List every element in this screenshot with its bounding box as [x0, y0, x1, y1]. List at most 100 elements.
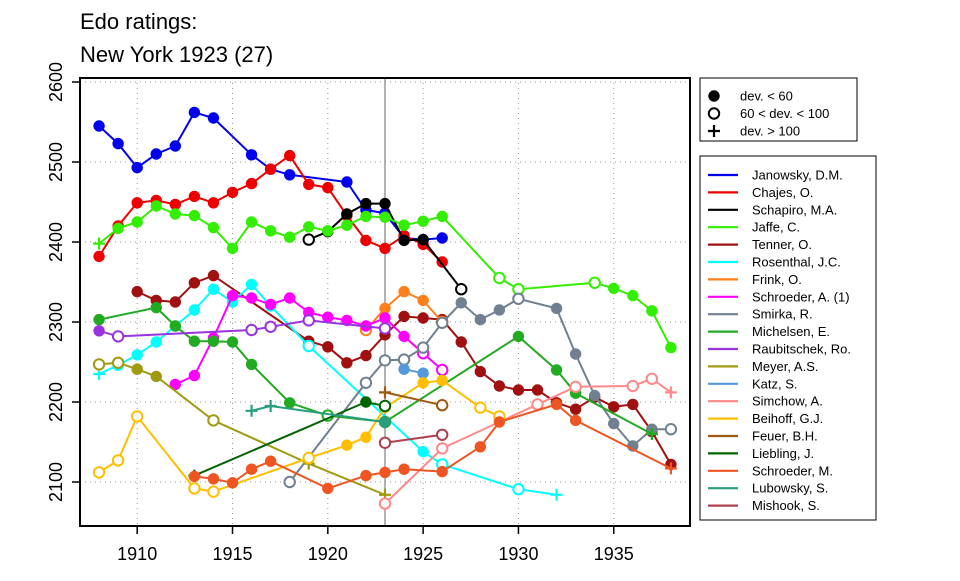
data-point-schroeder-m-1920	[322, 482, 334, 495]
data-point-rosenthal-j-c-1913	[188, 304, 201, 316]
data-point-schroeder-m-1914	[207, 473, 220, 485]
data-point-jaffe-c-1919	[303, 221, 315, 233]
data-point-michelsen-e-1913	[188, 335, 201, 347]
data-point-schroeder-m-1929	[493, 416, 506, 428]
data-point-schroeder-m-1916	[245, 463, 258, 475]
data-point-michelsen-e-1908	[93, 313, 105, 326]
data-point-schapiro-m-a-1922	[360, 197, 372, 210]
y-tick-label-2400: 2400	[46, 222, 66, 262]
data-point-beihoff-g-j-1908	[92, 466, 106, 479]
x-tick-label-1935: 1935	[594, 544, 634, 564]
legend-label-liebling-j: Liebling, J.	[752, 446, 814, 461]
data-point-jaffe-c-1912	[169, 208, 182, 220]
data-point-jaffe-c-1934	[588, 276, 601, 289]
data-point-chajes-o-1910	[131, 197, 143, 209]
series-line-feuer-b-h	[384, 391, 443, 407]
data-point-michelsen-e-1918	[283, 397, 296, 409]
data-point-schroeder-a-1-1920	[322, 311, 334, 323]
data-point-jaffe-c-1915	[226, 242, 239, 255]
series-feuer-b-h	[379, 386, 449, 412]
data-point-jaffe-c-1935	[608, 282, 620, 295]
data-point-smirka-r-1932	[550, 302, 563, 315]
data-point-janowsky-d-m-1914	[207, 112, 220, 124]
data-point-janowsky-d-m-1908	[93, 120, 105, 132]
data-point-beihoff-g-j-1921	[341, 439, 353, 451]
data-point-chajes-o-1923	[379, 242, 391, 255]
data-point-jaffe-c-1936	[627, 289, 639, 302]
legend-label-rosenthal-j-c: Rosenthal, J.C.	[752, 255, 841, 270]
series-layer	[92, 106, 678, 510]
data-point-chajes-o-1918	[283, 149, 296, 162]
data-point-tenner-o-1935	[608, 401, 620, 413]
data-point-janowsky-d-m-1911	[150, 148, 162, 160]
legend-label-schroeder-a-1: Schroeder, A. (1)	[752, 289, 850, 304]
data-point-smirka-r-1927	[455, 297, 467, 309]
data-point-simchow-a-1938	[664, 386, 677, 399]
data-point-smirka-r-1933	[569, 348, 582, 360]
legend-label-smirka-r: Smirka, R.	[752, 307, 813, 322]
data-point-smirka-r-1938	[664, 423, 678, 436]
legend-label-frink-o: Frink, O.	[752, 272, 802, 287]
data-point-michelsen-e-1911	[150, 301, 162, 314]
data-point-jaffe-c-1938	[665, 341, 677, 354]
data-point-schroeder-m-1915	[226, 477, 239, 489]
data-point-jaffe-c-1924	[398, 219, 410, 231]
data-point-schroeder-m-1924	[398, 463, 410, 475]
data-point-tenner-o-1910	[131, 285, 143, 298]
data-point-michelsen-e-1930	[512, 330, 525, 343]
data-point-simchow-a-1933	[569, 380, 582, 393]
data-point-rosenthal-j-c-1916	[245, 278, 258, 291]
data-point-schroeder-a-1-1912	[169, 378, 182, 391]
data-point-michelsen-e-1914	[207, 335, 220, 347]
data-point-schroeder-m-1932	[550, 398, 563, 411]
data-point-rosenthal-j-c-1932	[550, 488, 563, 501]
data-point-tenner-o-1929	[493, 380, 506, 392]
data-point-chajes-o-1914	[207, 197, 220, 209]
data-point-lubowsky-s-1923	[379, 416, 391, 428]
series-line-smirka-r	[288, 297, 671, 483]
data-point-beihoff-g-j-1926	[436, 374, 448, 387]
series-line-schroeder-m	[194, 403, 672, 490]
legend-label-michelsen-e: Michelsen, E.	[752, 324, 830, 339]
data-point-chajes-o-1922	[360, 234, 372, 247]
data-point-liebling-j-1923	[378, 399, 392, 413]
legend-label-jaffe-c: Jaffe, C.	[752, 220, 800, 235]
data-point-smirka-r-1926	[435, 316, 449, 329]
data-point-meyer-a-s-1911	[150, 370, 162, 383]
data-point-chajes-o-1913	[188, 190, 201, 203]
series-chajes-o	[93, 149, 448, 268]
data-point-frink-o-1923	[379, 302, 391, 315]
data-point-jaffe-c-1937	[646, 305, 658, 317]
chart-title: Edo ratings:	[80, 9, 197, 34]
series-schroeder-m	[188, 398, 677, 495]
data-point-chajes-o-1915	[226, 186, 239, 199]
data-point-beihoff-g-j-1909	[111, 454, 125, 467]
series-janowsky-d-m	[93, 106, 448, 246]
data-point-schroeder-a-1-1916	[245, 292, 258, 304]
data-point-schroeder-a-1-1917	[264, 298, 277, 311]
data-point-jaffe-c-1925	[417, 215, 429, 227]
series-raubitschek-ro	[93, 314, 392, 343]
data-point-schroeder-a-1-1923	[379, 312, 391, 324]
data-point-chajes-o-1920	[322, 181, 334, 194]
series-simchow-a	[378, 372, 677, 510]
data-point-janowsky-d-m-1912	[169, 140, 182, 152]
data-point-janowsky-d-m-1909	[112, 137, 124, 150]
data-point-katz-s-1924	[398, 363, 410, 375]
data-point-beihoff-g-j-1922	[360, 431, 372, 443]
data-point-smirka-r-1923	[378, 354, 392, 367]
data-point-schapiro-m-a-1921	[341, 208, 353, 220]
x-tick-label-1925: 1925	[403, 544, 443, 564]
data-point-smirka-r-1922	[359, 376, 373, 389]
data-point-chajes-o-1916	[245, 177, 258, 190]
series-legend: Janowsky, D.M. Chajes, O. Schapiro, M.A. Ja…	[699, 155, 877, 521]
data-point-meyer-a-s-1909	[111, 356, 125, 369]
data-point-michelsen-e-1915	[226, 336, 239, 348]
data-point-tenner-o-1928	[474, 365, 487, 378]
data-point-jaffe-c-1910	[131, 216, 143, 228]
data-point-jaffe-c-1916	[245, 216, 258, 228]
legend-label-raubitschek-ro: Raubitschek, Ro.	[752, 342, 851, 357]
data-point-tenner-o-1927	[455, 336, 467, 348]
data-point-schroeder-m-1923	[379, 466, 391, 479]
